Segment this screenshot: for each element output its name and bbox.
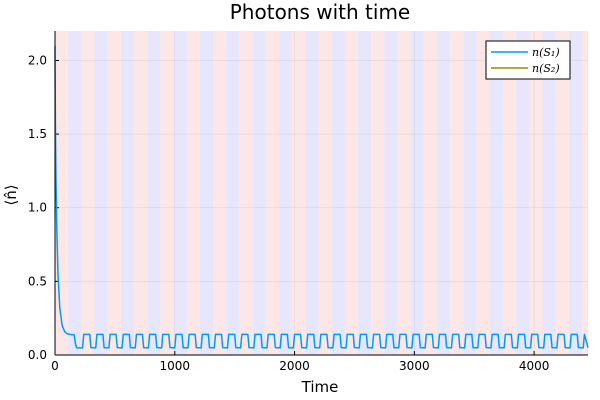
- y-tick-label: 1.0: [28, 201, 47, 215]
- background-band: [331, 31, 345, 355]
- background-band: [516, 31, 530, 355]
- legend: n(S₁) n(S₂): [485, 40, 571, 80]
- series-line-1: [54, 45, 589, 349]
- background-band: [55, 31, 69, 355]
- legend-box: [485, 40, 571, 80]
- x-axis-label: Time: [301, 378, 339, 396]
- background-band: [582, 31, 588, 355]
- background-band: [68, 31, 82, 355]
- background-band: [502, 31, 517, 355]
- y-axis-ticks: 0.0 0.5 1.0 1.5 2.0: [28, 53, 59, 362]
- background-band: [278, 31, 293, 355]
- background-band: [358, 31, 372, 355]
- background-band: [384, 31, 398, 355]
- background-band: [437, 31, 451, 355]
- background-band: [555, 31, 569, 355]
- background-band: [107, 31, 121, 355]
- x-tick-label: 1000: [160, 359, 191, 373]
- series-layer: [54, 45, 589, 349]
- background-band: [239, 31, 253, 355]
- background-band: [81, 31, 95, 355]
- background-band: [199, 31, 214, 355]
- background-band: [542, 31, 556, 355]
- background-bands: [55, 31, 588, 355]
- background-band: [213, 31, 227, 355]
- background-band: [489, 31, 503, 355]
- y-tick-label: 0.0: [28, 348, 47, 362]
- background-band: [226, 31, 240, 355]
- background-band: [476, 31, 490, 355]
- background-band: [292, 31, 306, 355]
- x-tick-label: 0: [51, 359, 59, 373]
- background-band: [173, 31, 187, 355]
- background-band: [120, 31, 135, 355]
- y-axis-label: ⟨n̂⟩: [2, 184, 20, 205]
- background-band: [371, 31, 385, 355]
- y-tick-label: 2.0: [28, 53, 47, 67]
- y-tick-label: 1.5: [28, 127, 47, 141]
- background-band: [305, 31, 319, 355]
- x-axis-ticks: 0 1000 2000 3000 4000: [51, 351, 549, 373]
- background-band: [318, 31, 332, 355]
- legend-label-s2: n(S₂): [532, 62, 560, 75]
- background-band: [450, 31, 464, 355]
- background-band: [134, 31, 148, 355]
- background-band: [94, 31, 108, 355]
- background-band: [410, 31, 424, 355]
- background-band: [529, 31, 543, 355]
- background-band: [265, 31, 279, 355]
- y-tick-label: 0.5: [28, 274, 47, 288]
- x-tick-label: 2000: [279, 359, 310, 373]
- background-band: [147, 31, 161, 355]
- background-band: [423, 31, 438, 355]
- background-band: [160, 31, 174, 355]
- x-tick-label: 4000: [519, 359, 550, 373]
- chart-title: Photons with time: [230, 0, 410, 24]
- background-band: [397, 31, 411, 355]
- x-tick-label: 3000: [399, 359, 430, 373]
- background-band: [463, 31, 477, 355]
- background-band: [186, 31, 200, 355]
- background-band: [252, 31, 266, 355]
- background-band: [568, 31, 583, 355]
- background-band: [344, 31, 359, 355]
- legend-label-s1: n(S₁): [532, 46, 560, 59]
